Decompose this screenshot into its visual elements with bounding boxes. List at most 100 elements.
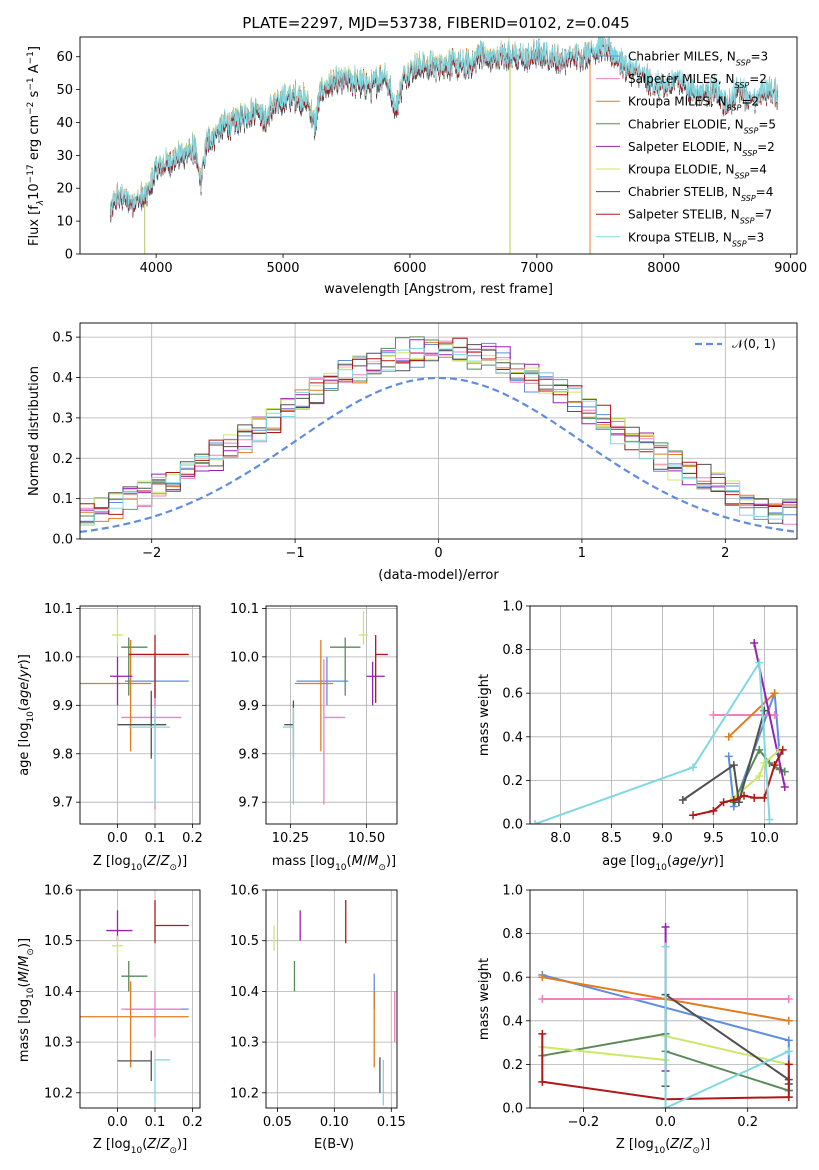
x-tick-label: 10.0 bbox=[750, 831, 779, 846]
axes-frame bbox=[79, 36, 798, 255]
x-tick-label: 8.0 bbox=[550, 831, 571, 846]
y-tick-label: 10.5 bbox=[230, 934, 259, 949]
weight-marker bbox=[750, 793, 759, 802]
weight-series-9 bbox=[534, 659, 771, 824]
y-tick-label: 0.4 bbox=[502, 1014, 523, 1029]
weight-series-9 bbox=[664, 946, 790, 1108]
x-axis-label: mass [log10(M/M⊙)] bbox=[272, 854, 396, 873]
x-tick-label: 0.0 bbox=[107, 1115, 128, 1130]
legend-label: Salpeter MILES, NSSP=2 bbox=[628, 72, 767, 90]
weight-marker bbox=[784, 1036, 793, 1045]
x-tick-label: 0.0 bbox=[655, 1115, 676, 1130]
y-tick-label: 0.2 bbox=[502, 1058, 523, 1073]
weight-marker bbox=[734, 798, 743, 807]
weight-marker bbox=[729, 796, 738, 805]
y-tick-label: 10.1 bbox=[44, 602, 73, 617]
axes-frame bbox=[529, 889, 798, 1109]
panel-4: 10.25 10.50 9.7 9.8 9.9 10.0 10.1 mass [log10(M… bbox=[230, 602, 398, 873]
y-tick-label: 10.0 bbox=[44, 650, 73, 665]
figure-title: PLATE=2297, MJD=53738, FIBERID=0102, z=0… bbox=[242, 14, 629, 32]
x-axis-label: age [log10(age/yr)] bbox=[602, 854, 724, 873]
x-axis-label: E(B-V) bbox=[314, 1137, 354, 1152]
y-tick-label: 10.3 bbox=[44, 1036, 73, 1051]
y-tick-label: 0.5 bbox=[52, 331, 73, 346]
y-tick-label: 0.6 bbox=[502, 971, 523, 986]
y-axis-label: Normed distribution bbox=[27, 366, 42, 496]
x-tick-label: 0.10 bbox=[320, 1115, 349, 1130]
y-tick-label: 9.7 bbox=[238, 796, 259, 811]
weight-marker bbox=[784, 1093, 793, 1102]
weight-marker bbox=[724, 752, 733, 761]
weight-marker bbox=[784, 1016, 793, 1025]
x-tick-label: 0.2 bbox=[182, 831, 203, 846]
weight-marker bbox=[778, 745, 787, 754]
weight-marker bbox=[784, 1047, 793, 1056]
x-tick-label: −1 bbox=[286, 546, 305, 561]
plot-area bbox=[530, 890, 797, 1108]
x-tick-label: 8.5 bbox=[601, 831, 622, 846]
y-tick-label: 10.2 bbox=[230, 1086, 259, 1101]
legend-label: Salpeter STELIB, NSSP=7 bbox=[628, 208, 772, 226]
spectrum-series-4 bbox=[144, 41, 511, 254]
weight-marker bbox=[760, 793, 769, 802]
x-tick-label: −2 bbox=[142, 546, 161, 561]
y-tick-label: 1.0 bbox=[502, 884, 523, 899]
plot-area bbox=[266, 890, 397, 1108]
y-tick-label: 0 bbox=[65, 248, 73, 263]
y-tick-label: 10.6 bbox=[230, 884, 259, 899]
y-tick-label: 0.0 bbox=[52, 533, 73, 548]
weight-marker bbox=[719, 798, 728, 807]
y-tick-label: 40 bbox=[56, 116, 73, 131]
y-axis-label: mass weight bbox=[477, 674, 492, 756]
y-tick-label: 10.5 bbox=[44, 934, 73, 949]
panel-7: 0.05 0.10 0.15 10.2 10.3 10.4 10.5 10.6 E(B-V) bbox=[230, 884, 406, 1153]
x-tick-label: −0.2 bbox=[568, 1115, 600, 1130]
y-tick-label: 0.0 bbox=[502, 818, 523, 833]
weight-marker bbox=[760, 758, 769, 767]
weight-marker bbox=[709, 711, 718, 719]
y-tick-label: 10.4 bbox=[44, 985, 73, 1000]
plot-area bbox=[80, 606, 200, 824]
weight-marker bbox=[689, 763, 698, 772]
y-tick-label: 10.2 bbox=[44, 1086, 73, 1101]
axes-frame bbox=[529, 605, 798, 825]
axes-frame bbox=[265, 605, 398, 825]
x-axis-label: Z [log10(Z/Z⊙)] bbox=[616, 1137, 710, 1156]
weight-marker bbox=[729, 761, 738, 770]
y-tick-label: 10.0 bbox=[230, 650, 259, 665]
x-tick-label: 0 bbox=[434, 546, 442, 561]
legend-label: Chabrier MILES, NSSP=3 bbox=[628, 50, 768, 68]
weight-marker bbox=[750, 639, 759, 648]
x-tick-label: 0.1 bbox=[145, 1115, 166, 1130]
y-tick-label: 10.4 bbox=[230, 985, 259, 1000]
y-tick-label: 1.0 bbox=[502, 600, 523, 615]
y-tick-label: 50 bbox=[56, 83, 73, 98]
weight-marker bbox=[765, 815, 774, 824]
axes-frame bbox=[79, 322, 798, 540]
y-tick-label: 9.8 bbox=[52, 747, 73, 762]
legend-label: Chabrier ELODIE, NSSP=5 bbox=[628, 117, 776, 135]
x-tick-label: 5000 bbox=[266, 261, 299, 276]
weight-marker bbox=[770, 761, 779, 770]
panel-3: 0.0 0.1 0.2 9.7 9.8 9.9 10.0 10.1 Z [log10(Z/Z⊙)… bbox=[17, 602, 203, 873]
weight-marker bbox=[661, 1104, 670, 1108]
y-tick-label: 30 bbox=[56, 149, 73, 164]
y-tick-label: 9.7 bbox=[52, 796, 73, 811]
panel-5: 8.0 8.5 9.0 9.5 10.0 0.0 0.2 0.4 0.6 0.8 1.0 age [l… bbox=[477, 600, 798, 873]
y-tick-label: 10.6 bbox=[44, 884, 73, 899]
y-axis-label: mass weight bbox=[477, 958, 492, 1040]
y-tick-label: 20 bbox=[56, 182, 73, 197]
weight-marker bbox=[538, 1029, 547, 1038]
panel-2: −2 −1 0 1 2 0.0 0.1 0.2 0.3 0.4 0.5 𝒩(0, 1) (data-mo… bbox=[27, 322, 798, 583]
x-tick-label: 0.0 bbox=[107, 831, 128, 846]
panel-1: 4000 5000 6000 7000 8000 9000 0 10 20 30 40 50 60 Cha… bbox=[26, 36, 807, 297]
weight-marker bbox=[770, 711, 779, 719]
y-tick-label: 0.3 bbox=[52, 411, 73, 426]
spectrum-series-9 bbox=[110, 37, 779, 216]
plot-area bbox=[80, 323, 797, 539]
weight-marker bbox=[755, 745, 764, 754]
x-tick-label: 4000 bbox=[140, 261, 173, 276]
y-tick-label: 60 bbox=[56, 50, 73, 65]
y-tick-label: 0.8 bbox=[502, 643, 523, 658]
x-axis-label: Z [log10(Z/Z⊙)] bbox=[93, 854, 187, 873]
